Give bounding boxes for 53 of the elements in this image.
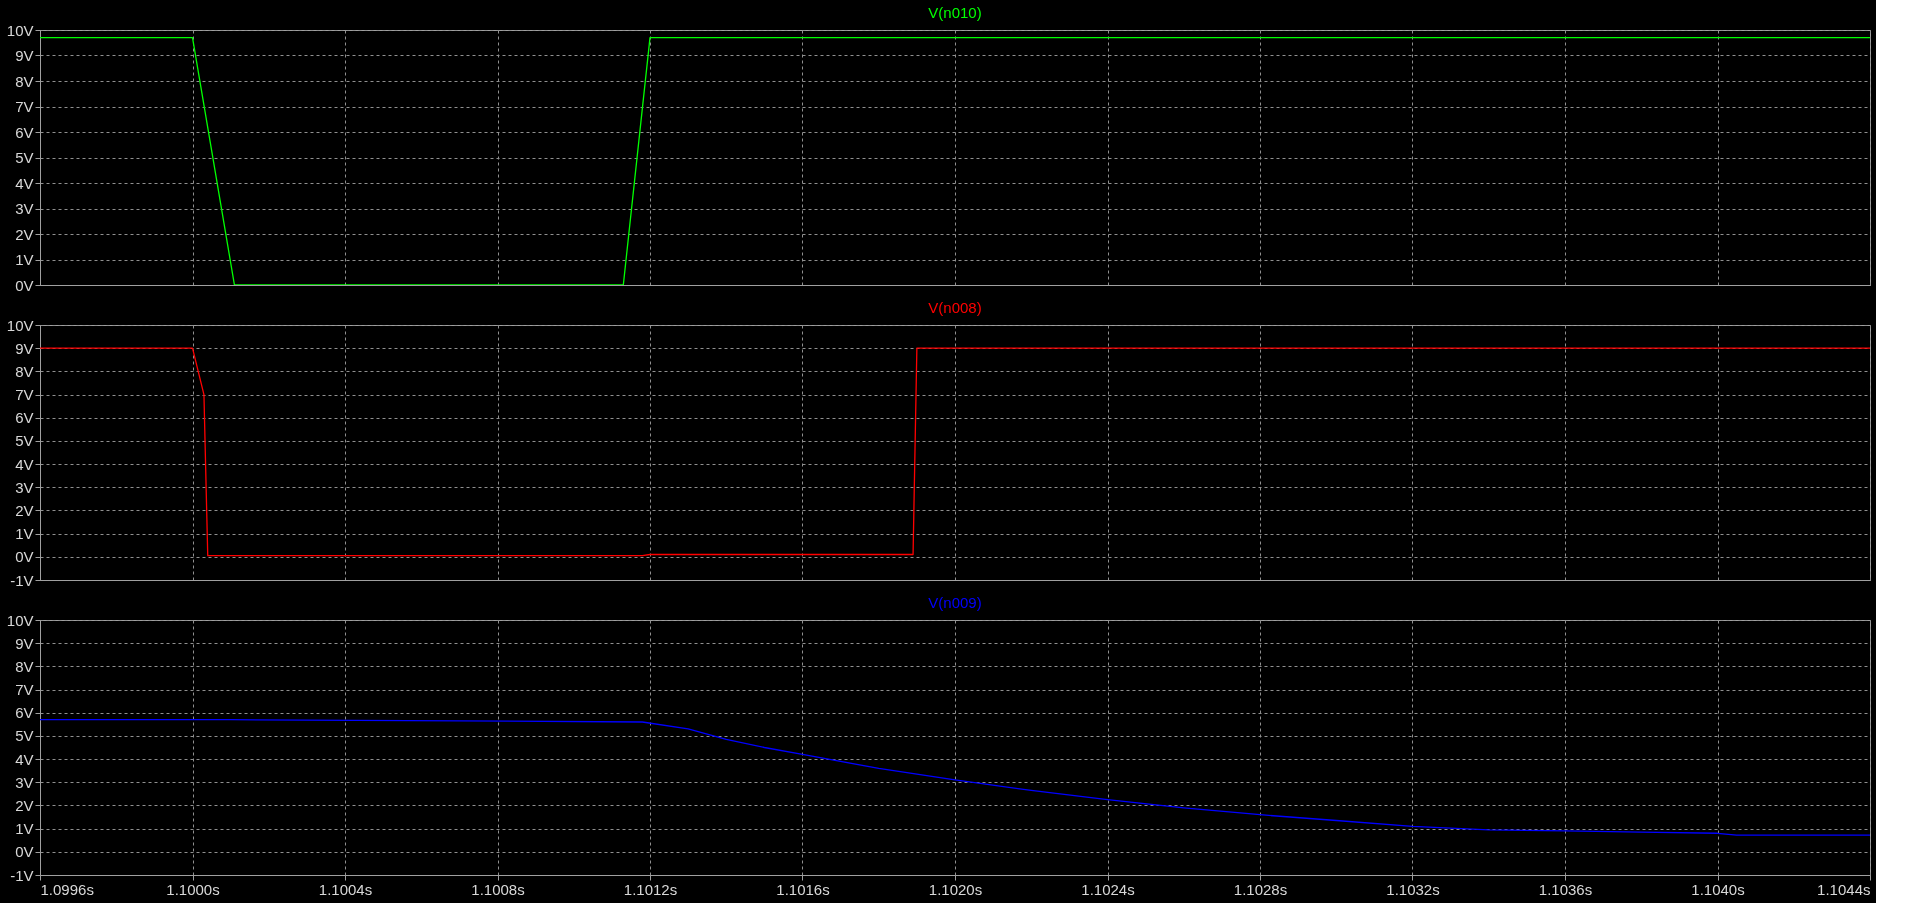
y-tick-label: 3V	[15, 773, 34, 791]
y-tick-label: 2V	[15, 225, 34, 243]
y-tick-label: 9V	[15, 634, 34, 652]
line-series	[40, 347, 1870, 557]
x-tick-label: 1.1028s	[1233, 880, 1288, 898]
y-tick-label: 7V	[15, 98, 34, 115]
x-tick-label: 1.1004s	[318, 880, 373, 898]
y-tick-label: 2V	[15, 501, 34, 519]
x-tick-label: 1.1020s	[928, 880, 983, 898]
y-tick-label: 7V	[15, 681, 34, 699]
y-tick-label: 3V	[15, 478, 34, 496]
y-tick-label: 0V	[15, 548, 34, 566]
x-tick-label: 1.1016s	[776, 880, 830, 898]
y-tick-label: 4V	[15, 455, 34, 473]
x-tick-label: 1.1000s	[166, 880, 220, 898]
x-tick-label: 1.1040s	[1691, 880, 1745, 898]
y-tick-label: 10V	[6, 316, 34, 334]
y-tick-label: 0V	[15, 276, 34, 294]
chart-title: V(n010)	[928, 4, 982, 21]
line-series	[40, 719, 1870, 836]
y-tick-label: 1V	[15, 251, 34, 268]
y-tick-label: 2V	[15, 796, 34, 814]
y-tick-label: 9V	[15, 47, 34, 64]
y-tick-label: -1V	[10, 866, 34, 884]
y-tick-label: 5V	[15, 727, 34, 745]
x-tick-label: 1.1008s	[471, 880, 525, 898]
chart-title: V(n008)	[928, 299, 982, 316]
y-tick-label: 5V	[15, 149, 34, 166]
y-tick-label: 8V	[15, 657, 34, 675]
y-tick-label: 3V	[15, 200, 34, 217]
y-tick-label: 9V	[15, 339, 34, 357]
x-tick-label: 1.1012s	[623, 880, 678, 898]
x-tick-label: 1.0996s	[40, 880, 94, 898]
y-tick-label: 6V	[15, 704, 34, 722]
y-tick-label: 6V	[15, 409, 34, 427]
y-tick-label: 8V	[15, 72, 34, 90]
y-tick-label: 4V	[15, 174, 34, 192]
x-tick-label: 1.1036s	[1538, 880, 1593, 898]
chart-title: V(n009)	[928, 594, 982, 611]
y-tick-label: 5V	[15, 432, 34, 450]
y-tick-label: 10V	[6, 21, 34, 39]
x-tick-label: 1.1032s	[1386, 880, 1440, 898]
y-tick-label: 8V	[15, 362, 34, 380]
y-tick-label: -1V	[10, 571, 34, 589]
y-tick-label: 4V	[15, 750, 34, 768]
y-tick-label: 1V	[15, 525, 34, 543]
x-tick-label: 1.1024s	[1081, 880, 1135, 898]
y-tick-label: 6V	[15, 123, 34, 141]
y-tick-label: 0V	[15, 843, 34, 861]
y-tick-label: 7V	[15, 386, 34, 404]
y-tick-label: 10V	[6, 611, 34, 629]
x-tick-label: 1.1044s	[1817, 880, 1871, 898]
y-tick-label: 1V	[15, 820, 34, 838]
